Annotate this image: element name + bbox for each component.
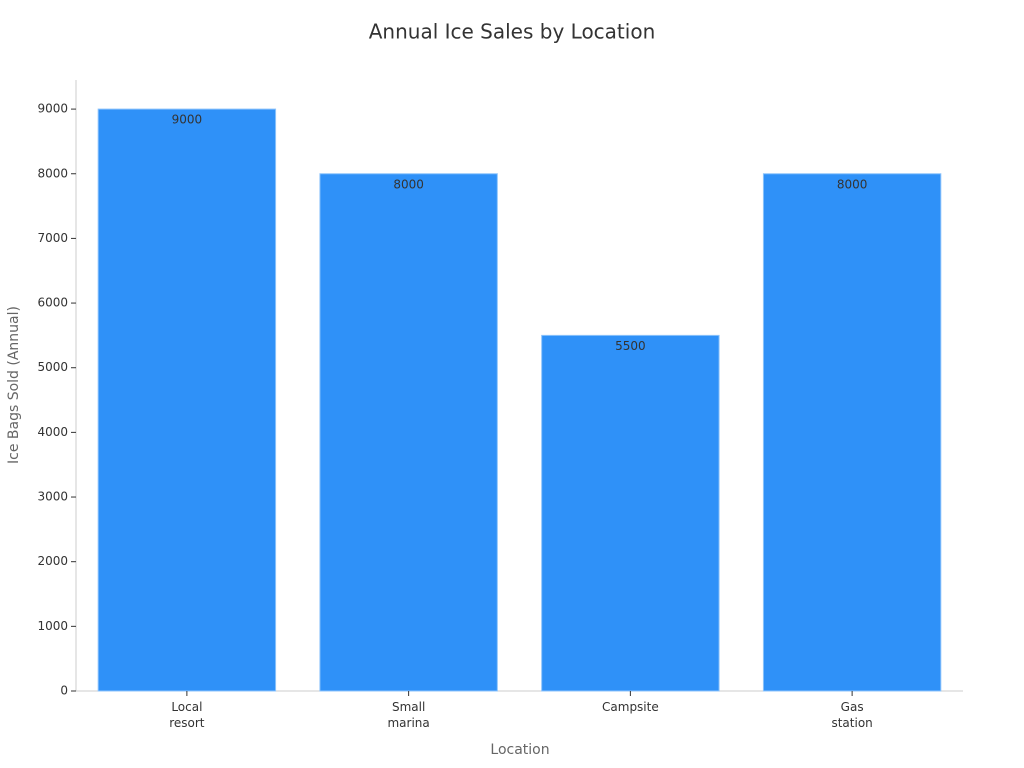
y-tick-label: 2000 xyxy=(37,554,68,568)
data-label: 8000 xyxy=(837,177,868,191)
data-label: 8000 xyxy=(393,177,424,191)
x-tick-label: Small marina xyxy=(387,700,429,730)
y-tick-label: 6000 xyxy=(37,296,68,310)
y-tick-label: 0 xyxy=(60,684,68,698)
y-tick-label: 8000 xyxy=(37,166,68,180)
y-tick-label: 3000 xyxy=(37,490,68,504)
y-axis-title: Ice Bags Sold (Annual) xyxy=(6,306,22,464)
data-label: 9000 xyxy=(172,113,203,127)
x-tick-label: Campsite xyxy=(602,700,659,714)
bar xyxy=(541,334,720,692)
bar xyxy=(319,173,498,692)
bar xyxy=(762,173,942,692)
y-tick-label: 9000 xyxy=(37,102,68,116)
x-tick-label: Gas station xyxy=(831,700,872,730)
x-tick-label: Local resort xyxy=(169,700,205,730)
x-axis-title: Location xyxy=(490,742,549,758)
y-tick-label: 7000 xyxy=(37,231,68,245)
data-label: 5500 xyxy=(615,339,646,353)
chart-title: Annual Ice Sales by Location xyxy=(369,20,656,44)
bar xyxy=(97,108,277,692)
y-tick-label: 5000 xyxy=(37,360,68,374)
y-tick-label: 1000 xyxy=(37,619,68,633)
y-tick-label: 4000 xyxy=(37,425,68,439)
